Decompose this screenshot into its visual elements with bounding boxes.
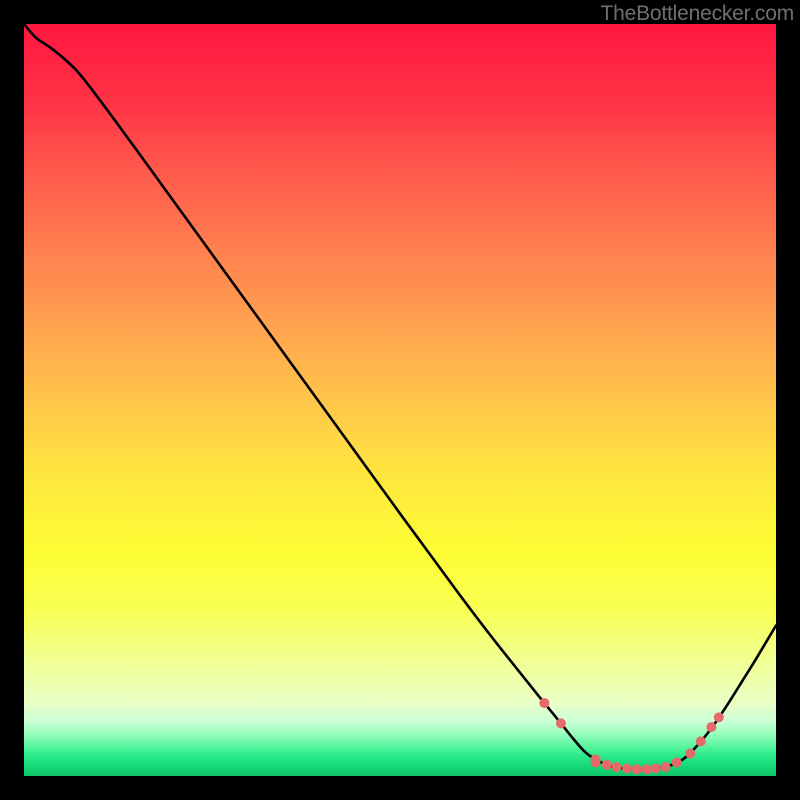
data-point-marker bbox=[632, 764, 642, 774]
data-point-marker bbox=[706, 722, 716, 732]
data-point-marker bbox=[642, 764, 652, 774]
data-point-marker bbox=[672, 757, 682, 767]
data-point-marker bbox=[660, 762, 670, 772]
data-point-marker bbox=[696, 736, 706, 746]
data-point-marker bbox=[714, 712, 724, 722]
data-point-marker bbox=[685, 748, 695, 758]
data-point-marker bbox=[612, 762, 622, 772]
chart-svg bbox=[0, 0, 800, 800]
plot-gradient-background bbox=[24, 24, 776, 776]
data-point-marker bbox=[602, 760, 612, 770]
data-point-marker bbox=[591, 757, 601, 767]
watermark-text: TheBottlenecker.com bbox=[601, 2, 794, 26]
data-point-marker bbox=[539, 698, 549, 708]
chart-root: TheBottlenecker.com bbox=[0, 0, 800, 800]
data-point-marker bbox=[622, 763, 632, 773]
data-point-marker bbox=[556, 718, 566, 728]
data-point-marker bbox=[651, 763, 661, 773]
